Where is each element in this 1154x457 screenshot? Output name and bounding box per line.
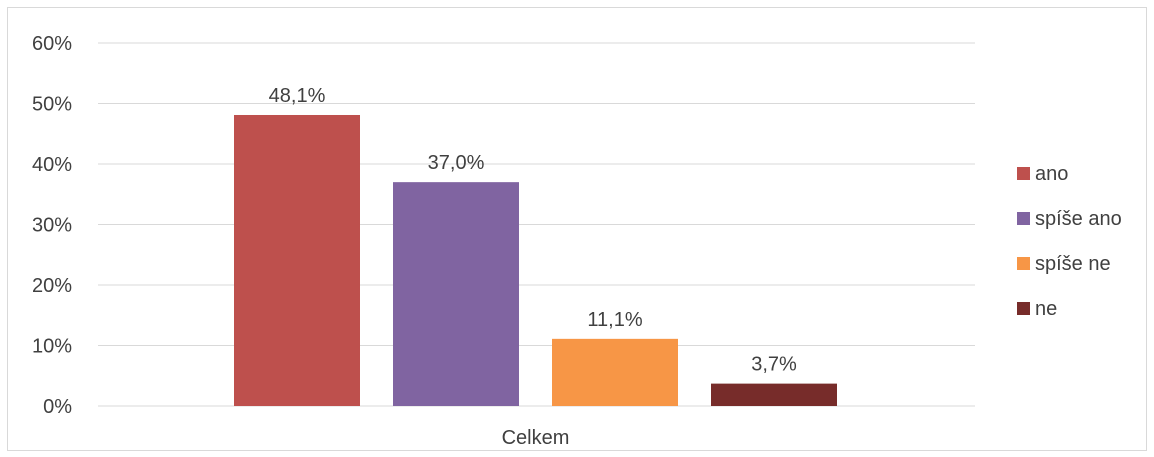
legend-swatch [1017,212,1030,225]
bar-ano [234,114,360,407]
x-category-label: Celkem [502,427,570,449]
legend-swatch [1017,302,1030,315]
bar-spíše-ne [552,338,678,406]
y-tick-label: 50% [32,94,72,116]
legend-swatch [1017,167,1030,180]
data-label: 37,0% [428,152,485,174]
y-tick-label: 60% [32,33,72,55]
legend-label: spíše ano [1035,208,1122,230]
y-tick-label: 0% [43,396,72,418]
legend-label: ano [1035,163,1068,185]
y-tick-label: 20% [32,275,72,297]
data-label: 11,1% [587,309,642,331]
data-label: 3,7% [751,354,797,376]
y-tick-label: 30% [32,215,72,237]
bar-spíše-ano [393,182,519,406]
legend-label: spíše ne [1035,253,1111,275]
legend-label: ne [1035,298,1057,320]
y-tick-label: 10% [32,336,72,358]
legend-swatch [1017,257,1030,270]
y-tick-label: 40% [32,154,72,176]
data-label: 48,1% [269,85,326,107]
bar-ne [711,383,837,406]
